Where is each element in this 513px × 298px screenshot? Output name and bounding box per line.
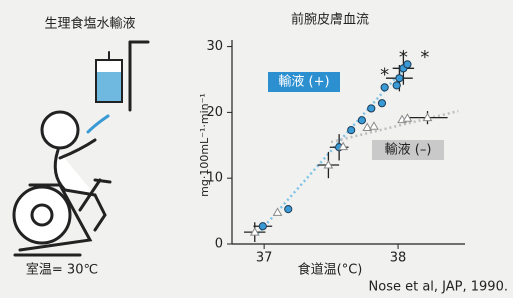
point (358, 117, 365, 124)
point (393, 82, 400, 89)
y-tick-label: 10 (206, 171, 223, 186)
point (396, 75, 403, 82)
illustration-caption: 室温= 30℃ (26, 262, 98, 278)
y-tick-label: 20 (206, 105, 223, 120)
chart-title: 前腕皮膚血流 (291, 12, 369, 28)
legend-label: 輸液 (–) (385, 143, 432, 158)
figure: 生理食塩水輸液 室温= 30℃ 前腕皮膚血流 食道温(°C) mg·100mL⁻… (0, 0, 513, 298)
y-tick-label: 30 (206, 39, 223, 54)
x-axis-label: 食道温(°C) (298, 262, 363, 278)
significance-marker: * (380, 65, 389, 86)
point (378, 100, 385, 107)
x-tick-label: 37 (256, 251, 273, 266)
point (285, 206, 292, 213)
legend-label: 輸液 (+) (278, 75, 329, 90)
point (259, 223, 266, 230)
point (348, 127, 355, 134)
point (368, 105, 375, 112)
significance-marker: * (399, 47, 408, 68)
illustration-title: 生理食塩水輸液 (44, 16, 135, 32)
citation: Nose et al, JAP, 1990. (369, 280, 508, 295)
significance-marker: * (420, 47, 429, 68)
x-tick-label: 38 (390, 251, 407, 266)
y-tick-label: 0 (215, 237, 223, 252)
